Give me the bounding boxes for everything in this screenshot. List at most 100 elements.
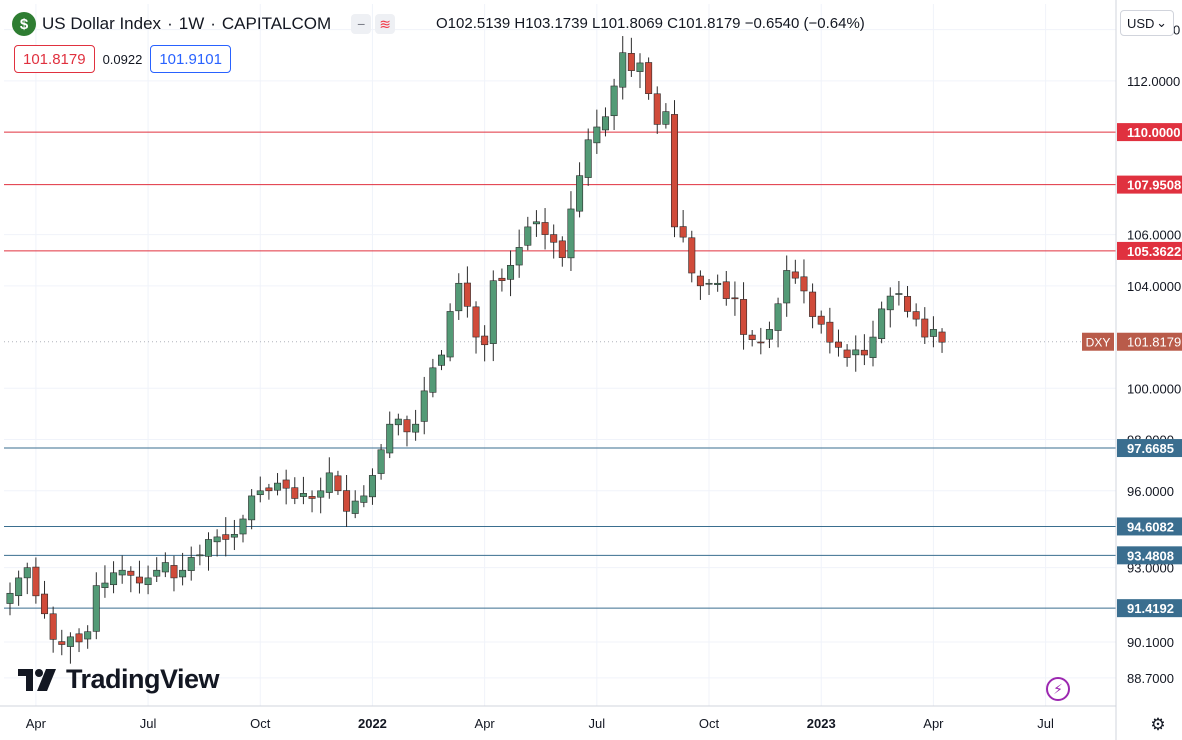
candle-body — [817, 315, 825, 325]
candle-body — [645, 62, 653, 94]
candle-body — [610, 85, 618, 117]
candle-body — [938, 331, 946, 343]
candle-body — [895, 293, 903, 295]
chevron-down-icon: ⌄ — [1156, 15, 1167, 30]
candle-body — [291, 487, 299, 499]
level-label: 105.3622 — [1127, 244, 1181, 259]
x-tick-label: Oct — [250, 716, 271, 731]
y-tick-label: 96.0000 — [1127, 484, 1174, 499]
candle-body — [705, 282, 713, 285]
candle-body — [403, 419, 411, 433]
candle-body — [869, 336, 877, 358]
level-label-bg — [1117, 439, 1182, 458]
candle-body — [222, 534, 230, 540]
candle-body — [904, 296, 912, 312]
x-tick-label: Jul — [589, 716, 606, 731]
candle-body — [463, 282, 471, 307]
symbol-title[interactable]: US Dollar Index — [42, 14, 162, 33]
dollar-icon: $ — [12, 12, 36, 36]
y-tick-label: 100.0000 — [1127, 381, 1181, 396]
candle-body — [49, 613, 57, 640]
candle-body — [515, 247, 523, 266]
candle-body — [774, 303, 782, 331]
buy-price-button[interactable]: 101.9101 — [150, 45, 231, 73]
candlestick-series — [6, 36, 946, 664]
y-tick-label: 90.1000 — [1127, 635, 1174, 650]
candle-body — [696, 275, 704, 287]
y-tick-label: 106.0000 — [1127, 228, 1181, 243]
tradingview-logo[interactable]: TradingView — [18, 664, 220, 695]
candle-body — [671, 114, 679, 228]
candle-body — [360, 495, 368, 503]
candle-body — [809, 291, 817, 317]
candle-body — [144, 577, 152, 586]
open-value: 102.5139 — [447, 15, 511, 32]
level-label-bg — [1117, 517, 1182, 536]
change-percent: (−0.64%) — [803, 15, 865, 32]
candle-body — [351, 500, 359, 514]
y-tick-label: 104.0000 — [1127, 279, 1181, 294]
candle-body — [558, 240, 566, 258]
currency-select[interactable]: USD ⌄ — [1120, 10, 1174, 36]
x-tick-label: Jul — [140, 716, 157, 731]
candle-body — [921, 318, 929, 338]
candle-body — [118, 569, 126, 576]
candle-body — [153, 569, 161, 577]
candle-body — [282, 479, 290, 489]
level-label-bg — [1117, 241, 1182, 260]
currency-label: USD — [1127, 15, 1155, 31]
candle-body — [412, 423, 420, 433]
candle-body — [317, 490, 325, 498]
ohlc-readout: O102.5139 H103.1739 L101.8069 C101.8179 … — [436, 15, 865, 32]
candle-body — [584, 139, 592, 178]
candle-body — [248, 495, 256, 521]
close-value: 101.8179 — [677, 15, 741, 32]
candle-body — [532, 221, 540, 225]
candle-body — [455, 282, 463, 312]
candle-body — [601, 116, 609, 131]
candle-body — [377, 449, 385, 474]
candle-body — [507, 265, 515, 280]
candle-body — [334, 475, 342, 492]
gear-icon[interactable]: ⚙ — [1150, 715, 1166, 734]
candle-body — [230, 534, 238, 538]
level-label-bg — [1117, 546, 1182, 565]
candle-body — [679, 226, 687, 238]
candle-body — [368, 475, 376, 498]
data-source: CAPITALCOM — [221, 14, 332, 33]
level-label: 94.6082 — [1127, 519, 1174, 534]
candle-body — [256, 490, 264, 496]
candle-body — [127, 570, 135, 576]
minus-icon[interactable]: − — [351, 14, 372, 34]
candle-body — [75, 633, 83, 643]
candle-body — [834, 341, 842, 348]
x-tick-label: Apr — [26, 716, 47, 731]
candle-body — [688, 237, 696, 274]
candle-body — [213, 536, 221, 543]
candle-body — [481, 335, 489, 346]
level-label: 107.9508 — [1127, 178, 1181, 193]
horizontal-levels[interactable] — [4, 131, 1116, 609]
candle-body — [265, 487, 273, 492]
candle-body — [878, 308, 886, 339]
candle-body — [161, 562, 169, 573]
open-label: O — [436, 15, 448, 32]
lightning-icon[interactable]: ⚡ — [1046, 677, 1070, 701]
candle-body — [58, 641, 66, 645]
candle-body — [576, 175, 584, 212]
candle-body — [437, 354, 445, 366]
candle-body — [748, 334, 756, 340]
interval[interactable]: 1W — [178, 14, 205, 33]
sell-price-button[interactable]: 101.8179 — [14, 45, 95, 73]
candle-body — [472, 306, 480, 338]
wave-icon[interactable]: ≋ — [375, 14, 396, 34]
high-label: H — [514, 15, 526, 32]
candle-body — [110, 572, 118, 586]
candle-body — [394, 418, 402, 426]
candle-body — [92, 585, 100, 632]
symbol-tag-bg — [1082, 332, 1114, 351]
change-value: −0.6540 — [744, 15, 800, 32]
high-value: 103.1739 — [525, 15, 588, 32]
candle-body — [204, 539, 212, 557]
